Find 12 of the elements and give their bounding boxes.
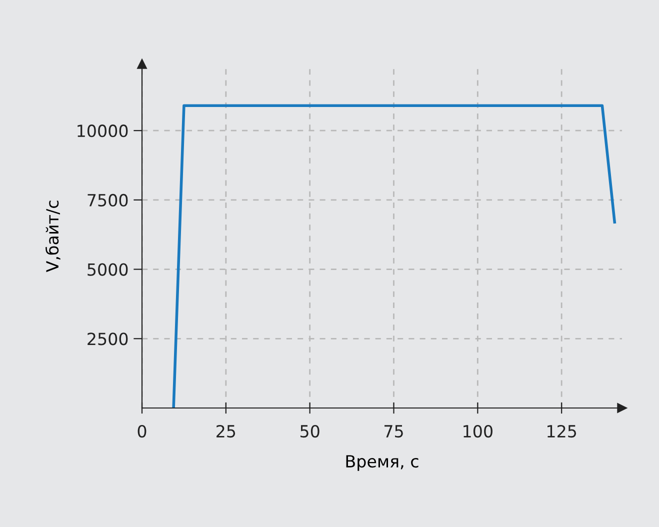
x-axis-title: Время, с — [346, 455, 418, 471]
y-axis-title: V,байт/с — [45, 200, 60, 272]
x-tick-label: 75 — [384, 425, 403, 438]
y-tick-label: 5000 — [88, 263, 128, 276]
x-tick-label: 0 — [138, 424, 146, 438]
x-tick-label: 25 — [216, 424, 236, 438]
y-tick-label: 2500 — [88, 332, 128, 346]
x-tick-label: 125 — [548, 424, 576, 438]
y-tick-label: 7500 — [88, 194, 128, 207]
x-tick-label: 100 — [464, 424, 492, 438]
y-tick-label: 10000 — [78, 124, 128, 138]
x-tick-label: 50 — [300, 424, 320, 438]
